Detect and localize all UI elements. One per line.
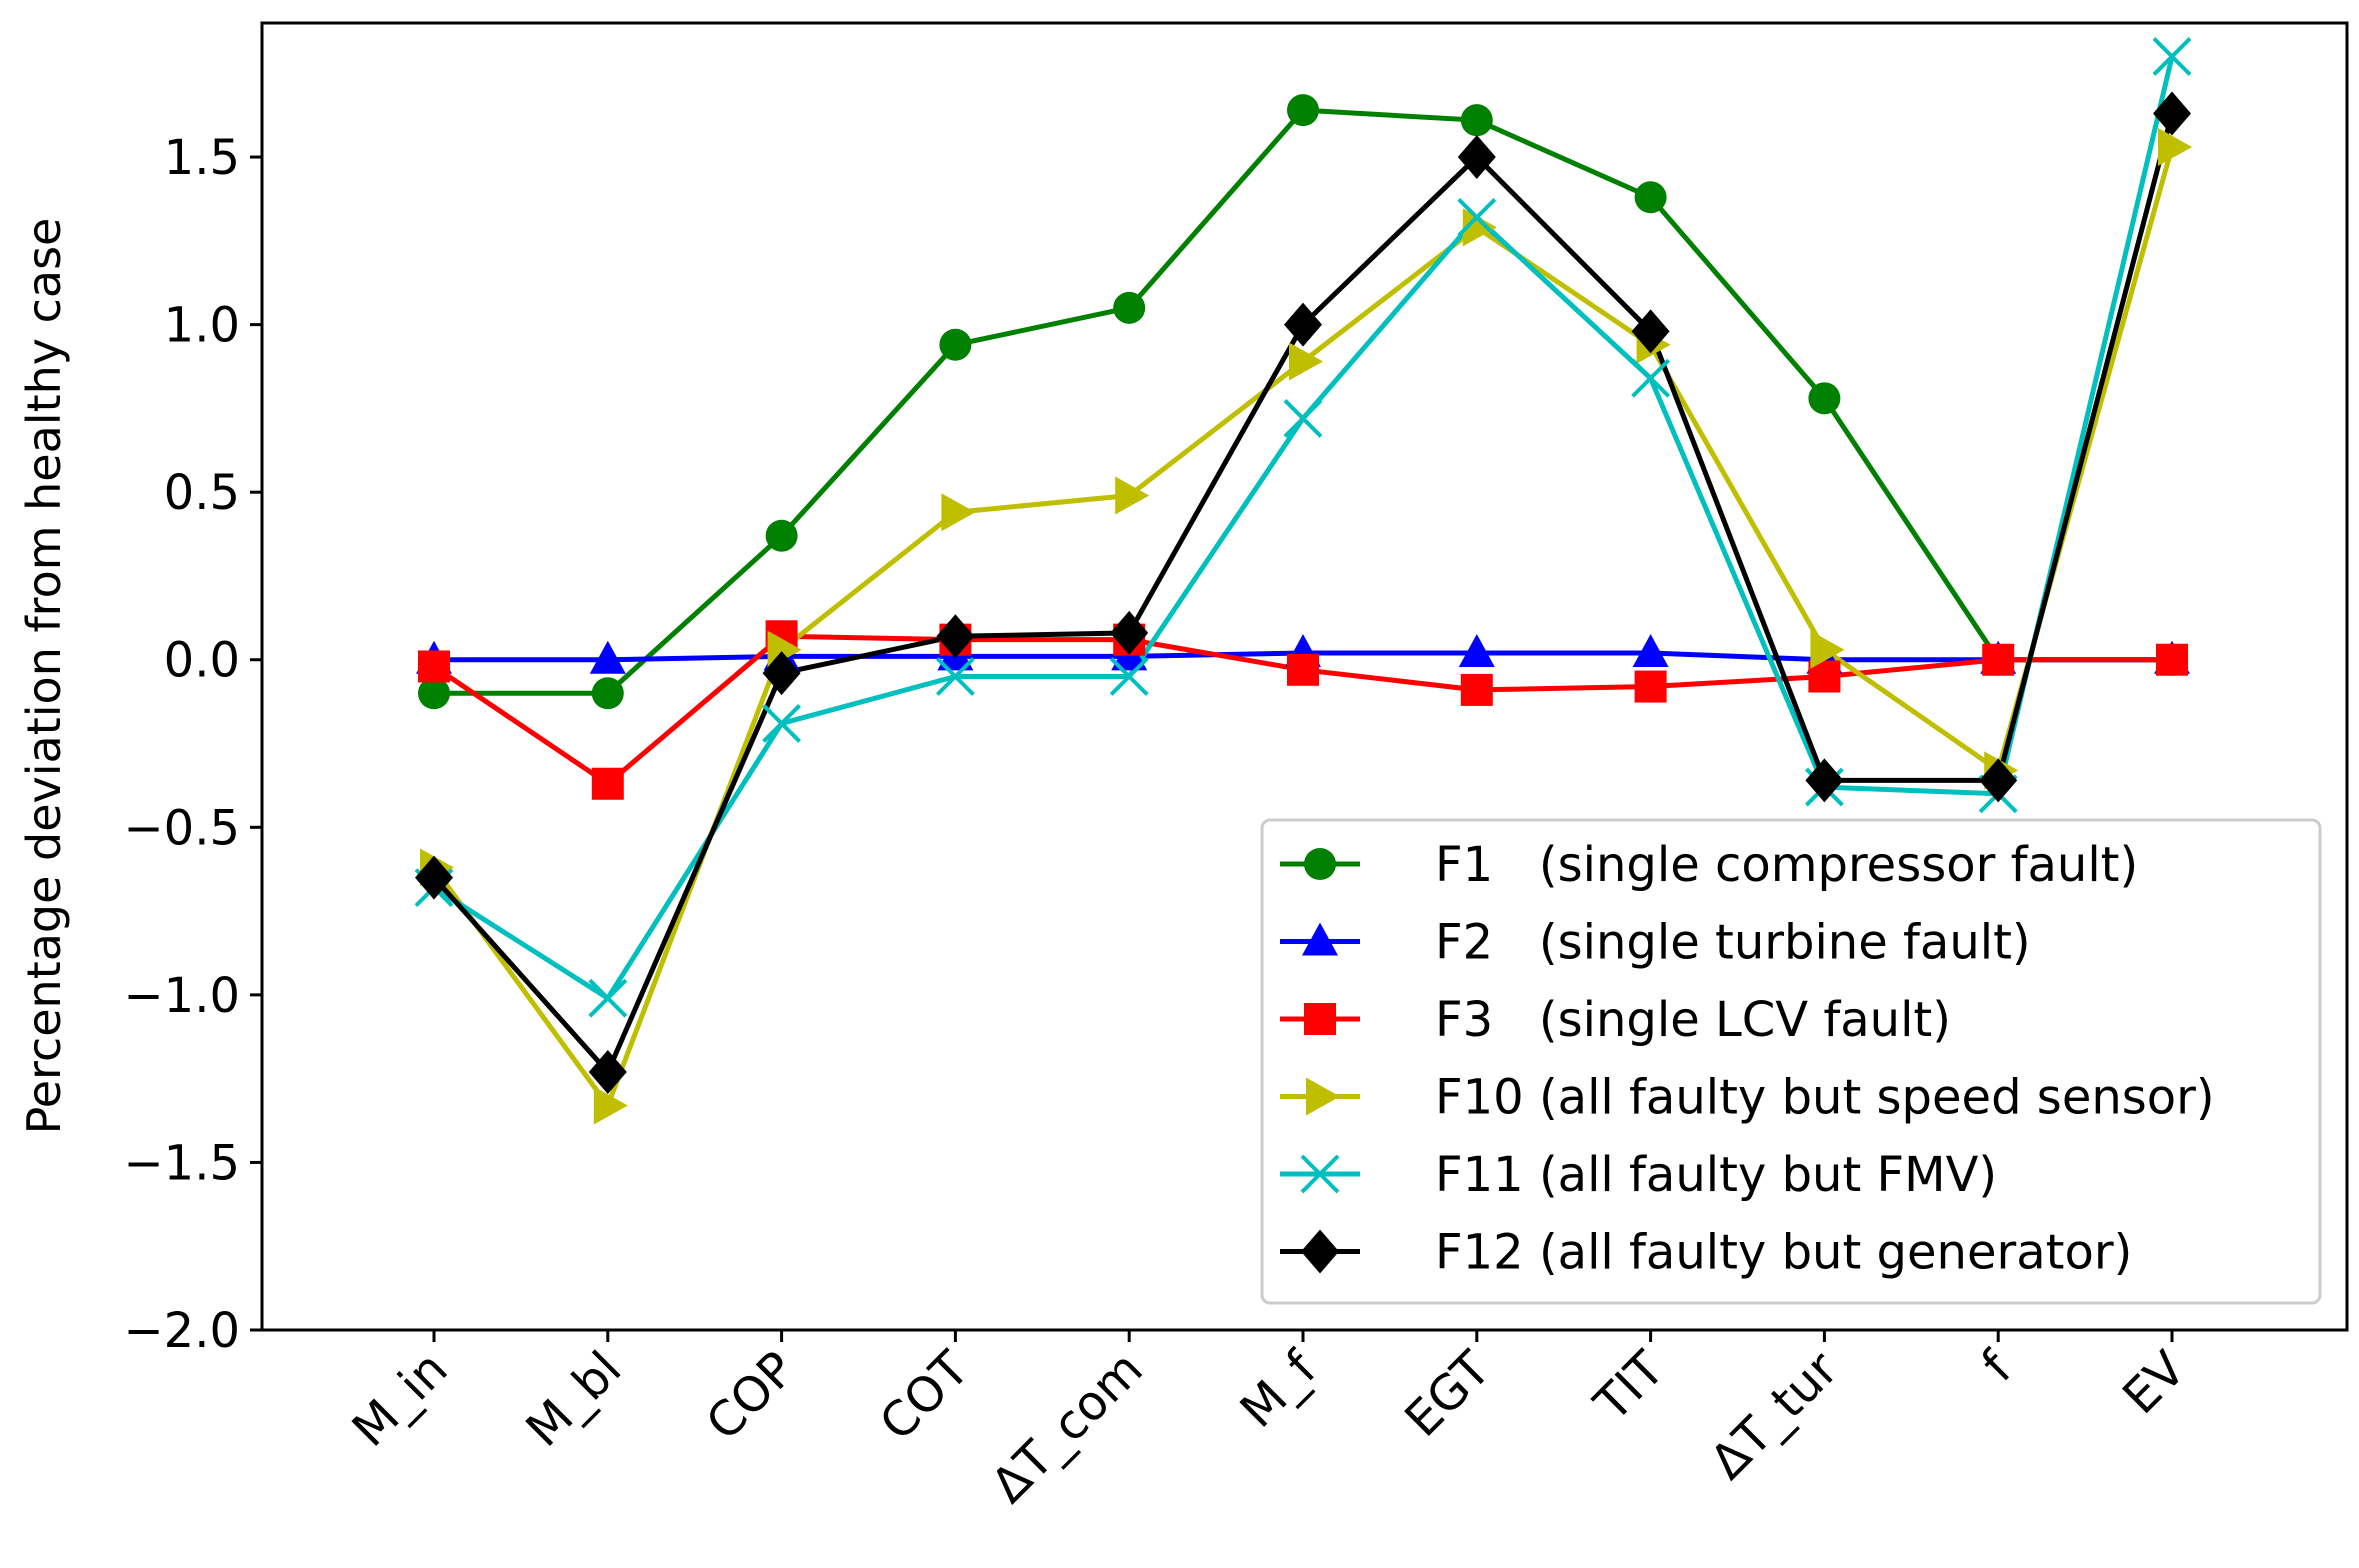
series-1-point xyxy=(1460,104,1493,137)
series-4-point xyxy=(2158,127,2192,166)
series-2-point xyxy=(1458,634,1495,668)
y-tick-label: −1.5 xyxy=(123,1135,240,1191)
series-3-point xyxy=(2156,643,2188,676)
series-2-point xyxy=(589,640,626,674)
y-axis-label: Percentage deviation from healthy case xyxy=(17,218,71,1135)
series-1-point xyxy=(591,677,624,710)
legend-entry-label: F3 (single LCV fault) xyxy=(1435,992,1951,1048)
series-6-point xyxy=(1631,309,1670,354)
legend: F1 (single compressor fault) F2 (single t… xyxy=(1260,818,2322,1305)
series-5-point xyxy=(1631,358,1671,398)
legend-entry-label: F2 (single turbine fault) xyxy=(1435,915,2031,971)
series-1-point xyxy=(1287,94,1319,127)
series-1-point xyxy=(939,328,972,361)
series-6-point xyxy=(936,614,975,659)
series-6-point xyxy=(415,855,453,900)
series-5-point xyxy=(935,657,975,696)
series-6-point xyxy=(1110,610,1149,655)
series-3-point xyxy=(418,650,450,683)
series-5-point xyxy=(1457,197,1497,237)
series-4-point xyxy=(1289,342,1323,381)
series-1-point xyxy=(1808,382,1841,415)
series-1-point xyxy=(418,677,450,710)
series-1-point xyxy=(1634,181,1667,214)
series-6-point xyxy=(1457,135,1496,180)
legend-marker xyxy=(1304,848,1336,880)
series-5-point xyxy=(1109,657,1149,696)
series-5-point xyxy=(762,704,802,743)
series-3-point xyxy=(1287,653,1319,686)
series-5-point xyxy=(1283,399,1323,438)
y-tick-label: 0.5 xyxy=(164,465,240,521)
legend-marker xyxy=(1304,1003,1336,1035)
y-tick-label: −1.0 xyxy=(123,968,240,1024)
series-4-point xyxy=(1462,208,1497,247)
series-3-point xyxy=(1982,643,2015,676)
legend-box xyxy=(1260,818,2322,1305)
series-2-point xyxy=(1632,634,1669,668)
series-1-point xyxy=(765,519,798,552)
series-5-point xyxy=(2152,37,2192,76)
series-4-point xyxy=(941,493,976,532)
legend-entry-label: F1 (single compressor fault) xyxy=(1435,837,2138,893)
series-1-point xyxy=(1113,291,1146,324)
y-tick-label: 1.5 xyxy=(164,130,240,186)
legend-marker xyxy=(1306,1077,1340,1116)
series-6-point xyxy=(1284,302,1322,347)
series-5-point xyxy=(588,978,628,1018)
series-3-point xyxy=(1460,673,1493,706)
legend-entry-label: F10 (all faulty but speed sensor) xyxy=(1435,1070,2215,1126)
series-6-point xyxy=(588,1049,627,1094)
series-markers xyxy=(414,37,2192,1125)
series-6-point xyxy=(762,651,801,696)
y-tick-label: −0.5 xyxy=(123,800,240,856)
legend-marker xyxy=(1302,922,1338,956)
legend-marker xyxy=(1301,1229,1339,1274)
series-3-point xyxy=(591,767,624,800)
series-6-point xyxy=(1979,758,2018,803)
y-tick-label: 0.0 xyxy=(164,633,240,689)
y-axis: −2.0 −1.5 −1.0 −0.5 0.0 0.5 1.0 1.5 xyxy=(123,130,262,1359)
series-3-point xyxy=(1634,670,1667,703)
legend-entry-label: F12 (all faulty but generator) xyxy=(1435,1225,2132,1281)
series-6-point xyxy=(1805,758,1844,803)
series-6-point xyxy=(2153,91,2191,136)
legend-marker xyxy=(1300,1154,1340,1194)
legend-entry-label: F11 (all faulty but FMV) xyxy=(1435,1147,1997,1203)
y-tick-label: −2.0 xyxy=(123,1303,240,1359)
series-4-point xyxy=(1115,476,1150,515)
series-4-point xyxy=(1810,630,1845,669)
y-tick-label: 1.0 xyxy=(164,298,240,354)
series-4-point xyxy=(593,1086,628,1125)
